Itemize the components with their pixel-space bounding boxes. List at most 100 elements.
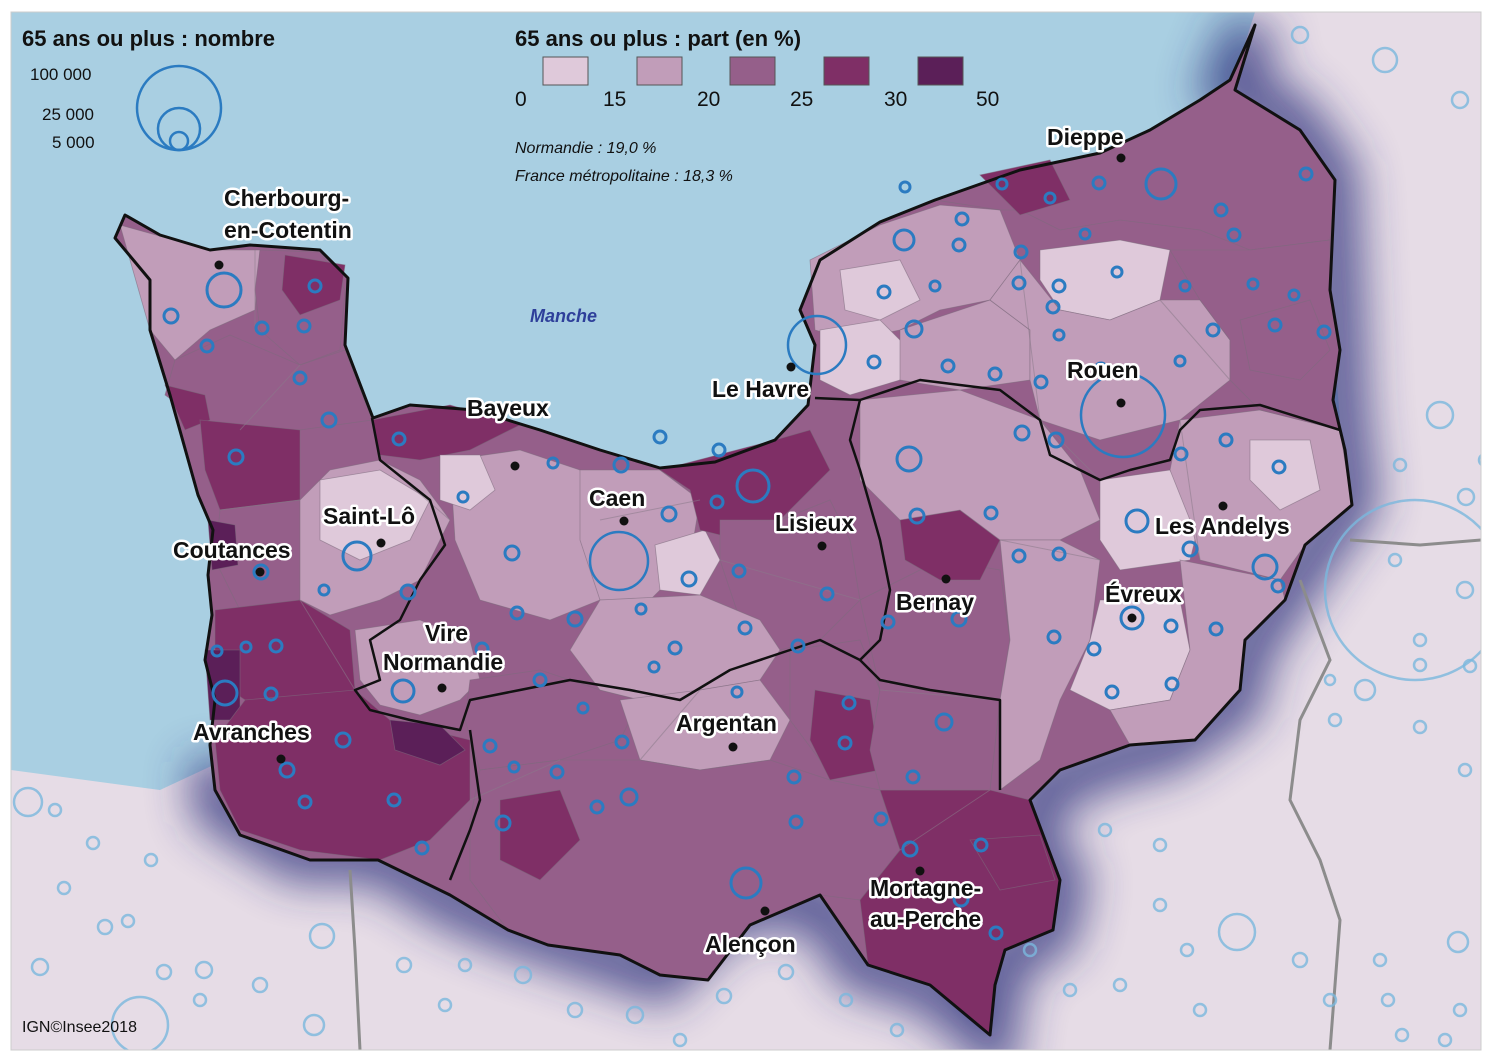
neighbor-circle — [838, 992, 854, 1008]
city-label-saint-lo: Saint-Lô — [323, 503, 415, 529]
city-points — [214, 153, 1228, 916]
proportional-circle — [905, 769, 921, 785]
proportional-circle — [729, 866, 763, 900]
city-label-coutances: Coutances — [173, 537, 291, 563]
proportional-circle — [841, 695, 857, 711]
neighbor-circle — [513, 965, 533, 985]
proportional-circle — [1047, 431, 1065, 449]
proportional-circle — [391, 431, 407, 447]
neighbor-circle — [85, 835, 101, 851]
neighbor-circle — [56, 880, 72, 896]
proportional-circle — [928, 279, 942, 293]
proportional-circle — [1246, 277, 1260, 291]
proportional-circle — [1051, 278, 1067, 294]
proportional-circle — [987, 366, 1003, 382]
point-vire — [437, 683, 447, 693]
proportional-circle — [895, 445, 923, 473]
neighbor-circle — [625, 1005, 645, 1025]
proportional-circle — [503, 544, 521, 562]
note-france: France métropolitaine : 18,3 % — [515, 168, 733, 185]
share-legend-break-20: 20 — [697, 88, 720, 111]
proportional-circle — [1079, 371, 1167, 459]
city-label-bernay: Bernay — [896, 589, 974, 615]
proportional-circle — [950, 610, 968, 628]
proportional-circle — [1205, 322, 1221, 338]
proportional-circle — [952, 890, 970, 908]
proportional-circle — [199, 338, 215, 354]
city-label-alencon: Alençon — [705, 931, 796, 957]
share-legend-break-15: 15 — [603, 88, 626, 111]
proportional-circle — [254, 320, 270, 336]
share-legend-title: 65 ans ou plus : part (en %) — [515, 26, 801, 51]
city-label-mortagne-1: Mortagne- — [870, 875, 981, 901]
city-label-vire-1: Vire — [425, 620, 468, 646]
proportional-circle — [1104, 684, 1120, 700]
point-caen — [619, 516, 629, 526]
proportional-circle — [297, 794, 313, 810]
proportional-circle — [1046, 629, 1062, 645]
neighbor-circle — [777, 963, 795, 981]
proportional-circle — [1110, 265, 1124, 279]
neighbor-circle — [1353, 678, 1377, 702]
share-legend-break-25: 25 — [790, 88, 813, 111]
proportional-circle — [1271, 459, 1287, 475]
neighbor-circle — [1323, 498, 1481, 682]
neighbor-circle — [251, 976, 269, 994]
city-label-caen: Caen — [589, 485, 645, 511]
size-legend-label-25000: 25 000 — [42, 105, 94, 124]
size-legend: 65 ans ou plus : nombre 100 000 25 000 5… — [22, 26, 275, 152]
neighbor-circle — [1372, 952, 1388, 968]
neighbor-circle — [889, 1022, 905, 1038]
proportional-circle — [210, 644, 224, 658]
proportional-circle — [456, 490, 470, 504]
proportional-circle — [1033, 374, 1049, 390]
share-legend-swatch-25-30 — [823, 56, 870, 86]
proportional-circle — [268, 638, 284, 654]
city-label-les-andelys: Les Andelys — [1155, 513, 1290, 539]
proportional-circle — [1078, 227, 1092, 241]
neighbor-circle — [1446, 930, 1470, 954]
proportional-circle — [866, 354, 882, 370]
proportional-circle — [898, 180, 912, 194]
neighbor-circle — [1322, 992, 1338, 1008]
city-labels: Cherbourg- en-Cotentin Dieppe Le Havre R… — [171, 122, 1293, 960]
proportional-circle — [320, 411, 338, 429]
proportional-circle — [614, 734, 630, 750]
neighbor-circle — [12, 786, 44, 818]
neighbor-circle — [1392, 457, 1408, 473]
proportional-circle — [278, 761, 296, 779]
neighbor-circle — [1291, 951, 1309, 969]
note-normandie: Normandie : 19,0 % — [515, 140, 656, 157]
proportional-circle — [880, 614, 896, 630]
point-lisieux — [817, 541, 827, 551]
proportional-circle — [549, 764, 565, 780]
proportional-circle — [1051, 546, 1067, 562]
proportional-circle — [386, 792, 402, 808]
proportional-circle — [1208, 621, 1224, 637]
proportional-circle — [951, 237, 967, 253]
neighbor-circle — [1323, 673, 1337, 687]
point-coutances — [255, 567, 265, 577]
share-legend-swatch-20-25 — [729, 56, 776, 86]
proportional-circle — [873, 811, 889, 827]
proportional-circle — [307, 278, 323, 294]
proportional-circle — [788, 814, 804, 830]
neighbor-circle — [1412, 657, 1428, 673]
point-les-andelys — [1218, 501, 1228, 511]
proportional-circle — [1163, 618, 1179, 634]
neighbor-circle — [1380, 992, 1396, 1008]
proportional-circle — [819, 586, 835, 602]
city-label-rouen: Rouen — [1067, 357, 1139, 383]
outer-boundaries — [348, 538, 1481, 1050]
point-mortagne — [915, 866, 925, 876]
proportional-circle — [995, 177, 1009, 191]
neighbor-circle — [143, 852, 159, 868]
proportional-circle — [1013, 424, 1031, 442]
neighbor-circle — [437, 997, 453, 1013]
proportional-circle — [482, 738, 498, 754]
proportional-circle — [904, 319, 924, 339]
proportional-circle — [588, 530, 650, 592]
city-label-evreux: Évreux — [1105, 580, 1182, 607]
